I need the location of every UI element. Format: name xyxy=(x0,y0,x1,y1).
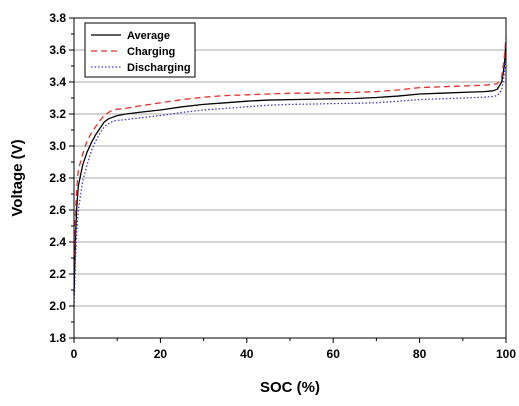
axis-ticks xyxy=(69,17,507,343)
x-tick-label: 100 xyxy=(496,347,516,361)
y-tick-label: 2.0 xyxy=(49,299,66,313)
data-series xyxy=(73,37,507,307)
tick-labels: 1.8 2.0 2.2 2.4 2.6 2.8 3.0 3.2 3.4 3.6 3.8 0 20 40 60… xyxy=(49,11,516,361)
y-tick-label: 3.0 xyxy=(49,139,66,153)
y-tick-label: 3.2 xyxy=(49,107,66,121)
y-tick-label: 2.8 xyxy=(49,171,66,185)
legend-items: Average Charging Discharging xyxy=(91,30,191,74)
y-tick-label: 2.2 xyxy=(49,267,66,281)
series-line-average xyxy=(73,41,507,295)
legend-label-charging: Charging xyxy=(127,46,175,58)
x-tick-label: 20 xyxy=(154,347,168,361)
y-tick-label: 3.4 xyxy=(49,75,66,89)
y-tick-label: 1.8 xyxy=(49,331,66,345)
legend-label-average: Average xyxy=(127,30,170,42)
x-tick-label: 80 xyxy=(413,347,427,361)
y-tick-label: 2.6 xyxy=(49,203,66,217)
legend: Average Charging Discharging xyxy=(84,22,196,78)
y-axis-title: Voltage (V) xyxy=(9,139,26,216)
x-tick-label: 0 xyxy=(71,347,78,361)
series-line-charging xyxy=(73,37,507,267)
x-axis-title: SOC (%) xyxy=(260,379,320,396)
grid-lines xyxy=(74,49,506,307)
legend-label-discharging: Discharging xyxy=(127,62,191,74)
y-tick-label: 2.4 xyxy=(49,235,66,249)
y-tick-label: 3.8 xyxy=(49,11,66,25)
x-tick-label: 40 xyxy=(240,347,254,361)
y-tick-label: 3.6 xyxy=(49,43,66,57)
x-tick-label: 60 xyxy=(327,347,341,361)
series-line-discharging xyxy=(73,49,507,307)
legend-box xyxy=(84,22,196,78)
